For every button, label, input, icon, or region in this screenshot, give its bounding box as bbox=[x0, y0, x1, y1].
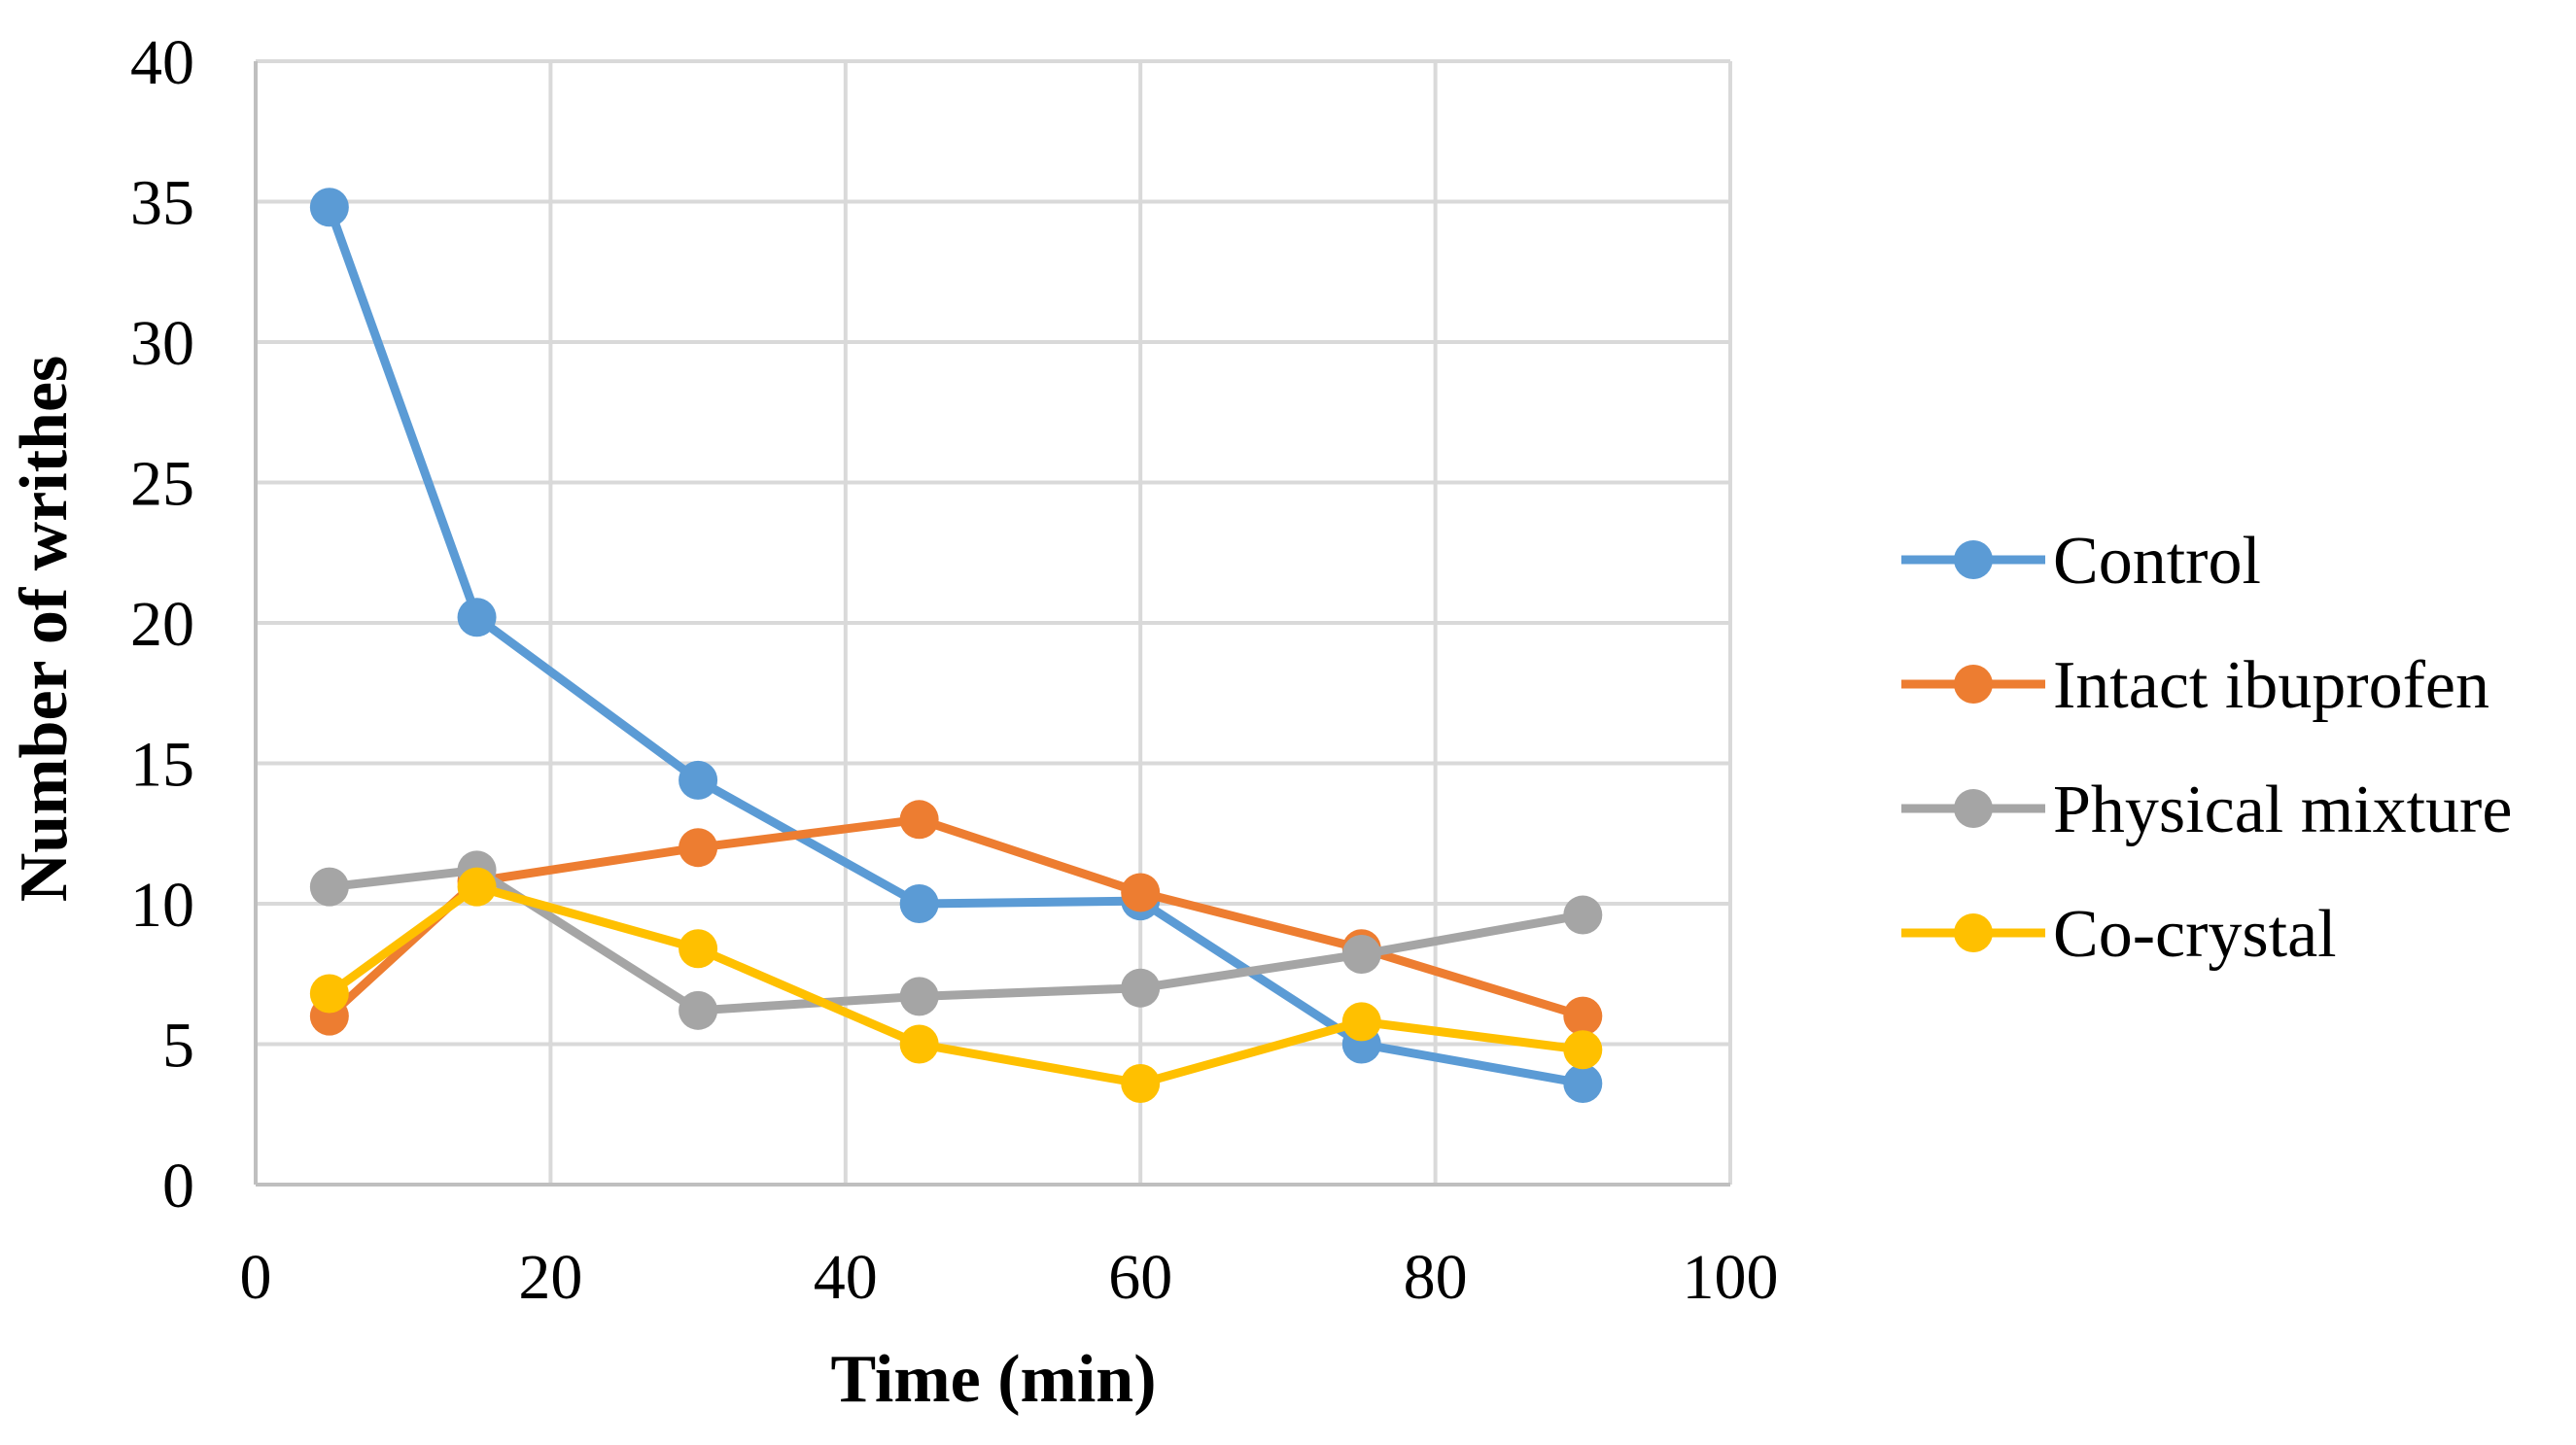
legend-label: Co-crystal bbox=[2053, 897, 2337, 972]
data-point bbox=[1563, 1030, 1603, 1070]
data-point bbox=[899, 1024, 939, 1064]
x-tick-label: 0 bbox=[240, 1242, 272, 1313]
y-tick-label: 40 bbox=[130, 27, 194, 98]
y-tick-label: 10 bbox=[130, 870, 194, 941]
data-point bbox=[457, 867, 497, 907]
legend-marker bbox=[1954, 913, 1993, 952]
legend-label: Intact ibuprofen bbox=[2053, 648, 2489, 723]
series-co-crystal bbox=[309, 867, 1603, 1103]
legend-entry: Intact ibuprofen bbox=[1901, 648, 2489, 723]
series-line bbox=[325, 865, 1587, 1015]
data-point bbox=[899, 977, 939, 1016]
series bbox=[309, 188, 1603, 1103]
tick-labels: 0 5 10 15 20 25 30 35 40 0 20 40 60 80 100 bbox=[130, 27, 1779, 1313]
data-point bbox=[679, 760, 718, 800]
data-point bbox=[309, 974, 349, 1014]
data-point bbox=[899, 800, 939, 840]
x-tick-label: 80 bbox=[1404, 1242, 1468, 1313]
legend-marker bbox=[1954, 540, 1993, 579]
y-tick-label: 20 bbox=[130, 589, 194, 660]
axes bbox=[254, 61, 1730, 1187]
data-point bbox=[679, 990, 718, 1030]
data-point bbox=[457, 598, 497, 637]
legend-marker bbox=[1954, 789, 1993, 828]
y-tick-label: 25 bbox=[130, 449, 194, 520]
series-control bbox=[309, 188, 1603, 1103]
data-point bbox=[1563, 895, 1603, 935]
legend-marker bbox=[1954, 665, 1993, 704]
y-tick-label: 30 bbox=[130, 308, 194, 379]
x-tick-label: 100 bbox=[1683, 1242, 1779, 1313]
data-point bbox=[679, 929, 718, 969]
y-tick-label: 5 bbox=[162, 1011, 194, 1082]
legend-entry: Control bbox=[1901, 524, 2261, 599]
legend-entry: Co-crystal bbox=[1901, 897, 2337, 972]
y-axis-title: Number of writhes bbox=[7, 356, 82, 903]
x-tick-label: 60 bbox=[1108, 1242, 1172, 1313]
legend-label: Control bbox=[2053, 524, 2261, 599]
x-axis-title: Time (min) bbox=[830, 1342, 1156, 1417]
y-tick-label: 35 bbox=[130, 168, 194, 239]
series-intact-ibuprofen bbox=[309, 800, 1603, 1036]
data-point bbox=[1121, 873, 1161, 912]
legend-label: Physical mixture bbox=[2053, 773, 2512, 847]
data-point bbox=[899, 884, 939, 923]
data-point bbox=[309, 188, 349, 227]
data-point bbox=[1341, 1002, 1381, 1042]
legend-entry: Physical mixture bbox=[1901, 773, 2512, 847]
x-tick-label: 20 bbox=[518, 1242, 582, 1313]
data-point bbox=[1121, 968, 1161, 1008]
data-point bbox=[309, 867, 349, 907]
legend: Control Intact ibuprofen Physical mixture C… bbox=[1901, 524, 2512, 972]
data-point bbox=[1563, 1063, 1603, 1103]
series-line bbox=[325, 814, 1587, 1021]
data-point bbox=[679, 828, 718, 868]
y-tick-label: 15 bbox=[130, 730, 194, 801]
y-tick-label: 0 bbox=[162, 1151, 194, 1221]
data-point bbox=[1121, 1063, 1161, 1103]
data-point bbox=[1341, 935, 1381, 975]
x-tick-label: 40 bbox=[814, 1242, 878, 1313]
data-point bbox=[1563, 996, 1603, 1036]
